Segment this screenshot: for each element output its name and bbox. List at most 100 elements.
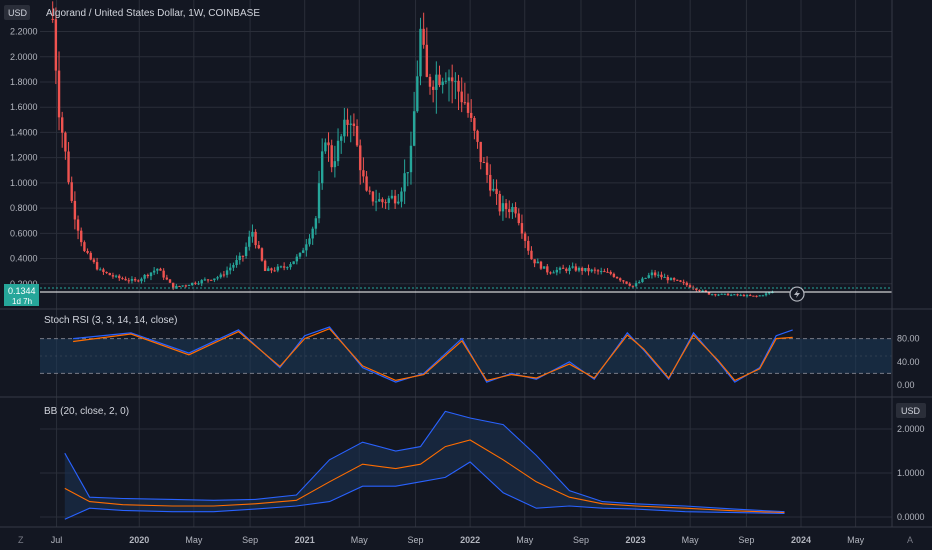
bb-upper-line xyxy=(64,410,785,513)
stoch-k-line xyxy=(73,326,793,383)
candle-body xyxy=(752,295,755,297)
candle-body xyxy=(311,228,314,239)
lightning-bolt-icon xyxy=(794,290,800,299)
candle-body xyxy=(330,145,333,168)
candle-body xyxy=(568,267,571,272)
candle-body xyxy=(612,273,616,277)
bollinger-pane[interactable] xyxy=(64,410,785,520)
candle-body xyxy=(216,277,219,279)
candle-body xyxy=(213,278,216,281)
candle-body xyxy=(552,272,555,274)
candle-body xyxy=(749,295,752,297)
candle-body xyxy=(171,282,175,289)
bb-basis-line xyxy=(64,439,785,514)
candle-body xyxy=(498,193,501,212)
auto-scale-corner[interactable]: A xyxy=(907,535,913,545)
candle-body xyxy=(190,282,194,286)
bb-band-fill xyxy=(64,411,785,520)
candle-body xyxy=(95,262,99,270)
candle-body xyxy=(159,268,162,271)
current-price-value: 0.1344 xyxy=(8,286,36,296)
candle-body xyxy=(140,278,143,282)
candle-body xyxy=(641,278,644,283)
candle-body xyxy=(222,274,226,276)
bb-currency-badge-bg[interactable] xyxy=(896,403,926,418)
candle-body xyxy=(444,80,448,82)
candle-body xyxy=(695,288,698,291)
candle-body xyxy=(336,140,340,162)
candle-body xyxy=(146,274,150,277)
price-tick-label: 1.8000 xyxy=(10,77,38,87)
currency-badge-bb[interactable]: USD xyxy=(901,406,921,416)
candle-body xyxy=(438,74,441,86)
candle-body xyxy=(587,267,590,272)
candle-body xyxy=(520,223,524,234)
candle-body xyxy=(99,269,102,271)
timezone-corner[interactable]: Z xyxy=(18,535,24,545)
candle-body xyxy=(257,245,260,249)
candle-body xyxy=(425,44,429,77)
candle-body xyxy=(755,295,758,297)
candle-body xyxy=(241,255,245,257)
candle-body xyxy=(292,261,295,265)
candle-body xyxy=(565,268,568,272)
bb-tick-label: 2.0000 xyxy=(897,424,925,434)
candle-body xyxy=(301,250,305,253)
candle-body xyxy=(584,267,587,271)
candle-body xyxy=(482,161,486,163)
x-tick-label: May xyxy=(351,535,369,545)
candle-body xyxy=(83,242,86,251)
candle-countdown: 1d 7h xyxy=(12,297,32,306)
x-tick-label: 2024 xyxy=(791,535,811,545)
x-tick-label: May xyxy=(847,535,865,545)
candle-body xyxy=(54,19,58,71)
bb-label[interactable]: BB (20, close, 2, 0) xyxy=(44,406,129,417)
stoch-tick-label: 40.00 xyxy=(897,357,920,367)
candle-body xyxy=(745,295,749,297)
candle-body xyxy=(61,117,64,133)
candle-body xyxy=(647,275,650,278)
candle-body xyxy=(761,295,765,297)
candle-body xyxy=(704,290,708,293)
candle-body xyxy=(628,283,631,286)
candle-body xyxy=(638,282,641,284)
candle-body xyxy=(327,142,330,146)
price-tick-label: 1.2000 xyxy=(10,153,38,163)
candle-body xyxy=(86,250,89,253)
candle-body xyxy=(162,270,165,278)
candle-body xyxy=(64,132,67,152)
candle-body xyxy=(729,294,733,296)
candle-body xyxy=(758,295,761,297)
candle-body xyxy=(574,266,578,271)
candle-body xyxy=(355,125,359,146)
currency-badge-bg[interactable] xyxy=(4,5,30,20)
candle-body xyxy=(324,142,327,152)
candle-body xyxy=(428,76,432,87)
candle-body xyxy=(523,233,527,241)
candle-body xyxy=(454,80,457,82)
candle-body xyxy=(210,279,213,281)
candle-body xyxy=(701,290,704,292)
candle-body xyxy=(590,269,593,272)
candle-body xyxy=(558,267,562,270)
candle-body xyxy=(688,285,692,288)
candle-body xyxy=(742,294,746,297)
candle-body xyxy=(717,294,720,296)
candle-body xyxy=(485,162,489,175)
candle-body xyxy=(362,170,365,177)
candle-body xyxy=(371,191,375,202)
candle-body xyxy=(409,145,413,173)
candle-body xyxy=(314,218,318,229)
candle-body xyxy=(260,248,264,261)
candle-body xyxy=(542,266,546,269)
currency-badge-top[interactable]: USD xyxy=(8,8,28,18)
stoch-rsi-label[interactable]: Stoch RSI (3, 3, 14, 14, close) xyxy=(44,315,177,326)
candle-body xyxy=(57,70,61,118)
candle-body xyxy=(118,275,121,279)
candle-body xyxy=(644,277,647,279)
price-tick-label: 1.4000 xyxy=(10,127,38,137)
stoch-rsi-pane[interactable] xyxy=(40,326,892,383)
x-tick-label: 2021 xyxy=(295,535,315,545)
